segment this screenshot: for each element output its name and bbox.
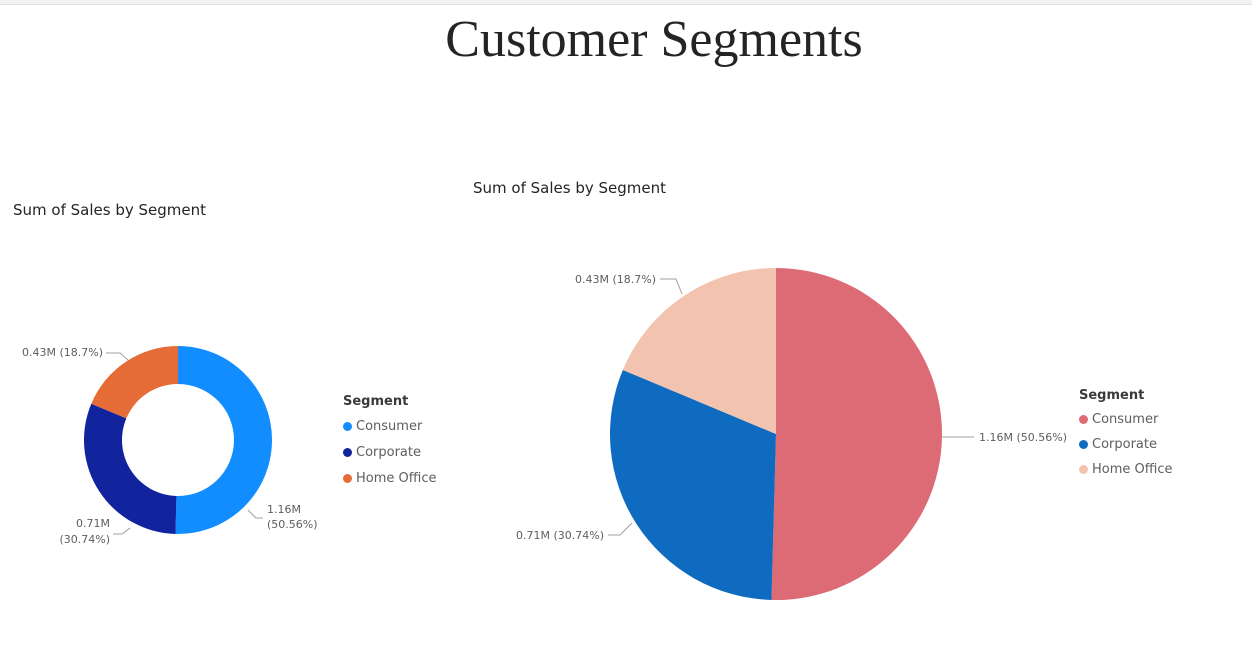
- legend-title: Segment: [343, 394, 409, 409]
- legend-item-label: Corporate: [356, 444, 421, 460]
- legend-item-corporate[interactable]: Corporate: [1079, 432, 1172, 457]
- legend-item-home-office[interactable]: Home Office: [343, 465, 436, 491]
- legend-item-consumer[interactable]: Consumer: [1079, 407, 1172, 432]
- donut-chart-legend: Segment Consumer Corporate Home Office: [343, 394, 436, 491]
- legend-item-consumer[interactable]: Consumer: [343, 413, 436, 439]
- legend-dot-icon: [1079, 415, 1088, 424]
- legend-item-label: Corporate: [1092, 437, 1157, 452]
- donut-chart-title: Sum of Sales by Segment: [13, 201, 206, 219]
- pie-chart-legend: Segment Consumer Corporate Home Office: [1079, 388, 1172, 482]
- legend-item-label: Consumer: [1092, 412, 1159, 427]
- data-label-consumer: 1.16M: [267, 503, 301, 516]
- donut-chart[interactable]: 1.16M (50.56%) 0.71M (30.74%) 0.43M (18.7%): [0, 300, 340, 580]
- donut-slice-home-office[interactable]: [91, 346, 178, 419]
- page-title: Customer Segments: [445, 11, 863, 68]
- data-label-leader-line: [113, 527, 131, 535]
- legend-item-label: Home Office: [356, 470, 437, 486]
- legend-dot-icon: [343, 473, 352, 483]
- legend-dot-icon: [343, 447, 352, 457]
- data-label-leader-line: [660, 278, 683, 295]
- data-label-consumer: 1.16M (50.56%): [979, 431, 1067, 444]
- legend-dot-icon: [1079, 465, 1088, 474]
- legend-item-home-office[interactable]: Home Office: [1079, 457, 1172, 482]
- legend-dot-icon: [1079, 440, 1088, 449]
- data-label-consumer: (50.56%): [267, 518, 318, 531]
- data-label-corporate: 0.71M: [76, 517, 110, 530]
- legend-item-corporate[interactable]: Corporate: [343, 439, 436, 465]
- legend-item-label: Home Office: [1092, 462, 1173, 477]
- data-label-leader-line: [608, 522, 633, 536]
- data-label-leader-line: [106, 352, 129, 361]
- data-label-corporate: 0.71M (30.74%): [516, 529, 604, 542]
- data-label-home-office: 0.43M (18.7%): [22, 346, 103, 359]
- data-label-leader-line: [247, 509, 263, 519]
- legend-title: Segment: [1079, 388, 1145, 403]
- data-label-home-office: 0.43M (18.7%): [575, 273, 656, 286]
- pie-chart-title: Sum of Sales by Segment: [473, 179, 666, 197]
- donut-slice-corporate[interactable]: [84, 403, 177, 534]
- data-label-corporate: (30.74%): [59, 533, 110, 546]
- legend-dot-icon: [343, 421, 352, 431]
- pie-chart[interactable]: 1.16M (50.56%) 0.71M (30.74%) 0.43M (18.7%…: [480, 230, 1080, 630]
- pie-slice-consumer[interactable]: [771, 268, 943, 600]
- donut-slice-consumer[interactable]: [175, 346, 273, 534]
- pie-slice-corporate[interactable]: [610, 369, 776, 600]
- pie-slice-home-office[interactable]: [622, 268, 776, 434]
- legend-item-label: Consumer: [356, 418, 423, 434]
- report-top-bar: [0, 0, 1252, 5]
